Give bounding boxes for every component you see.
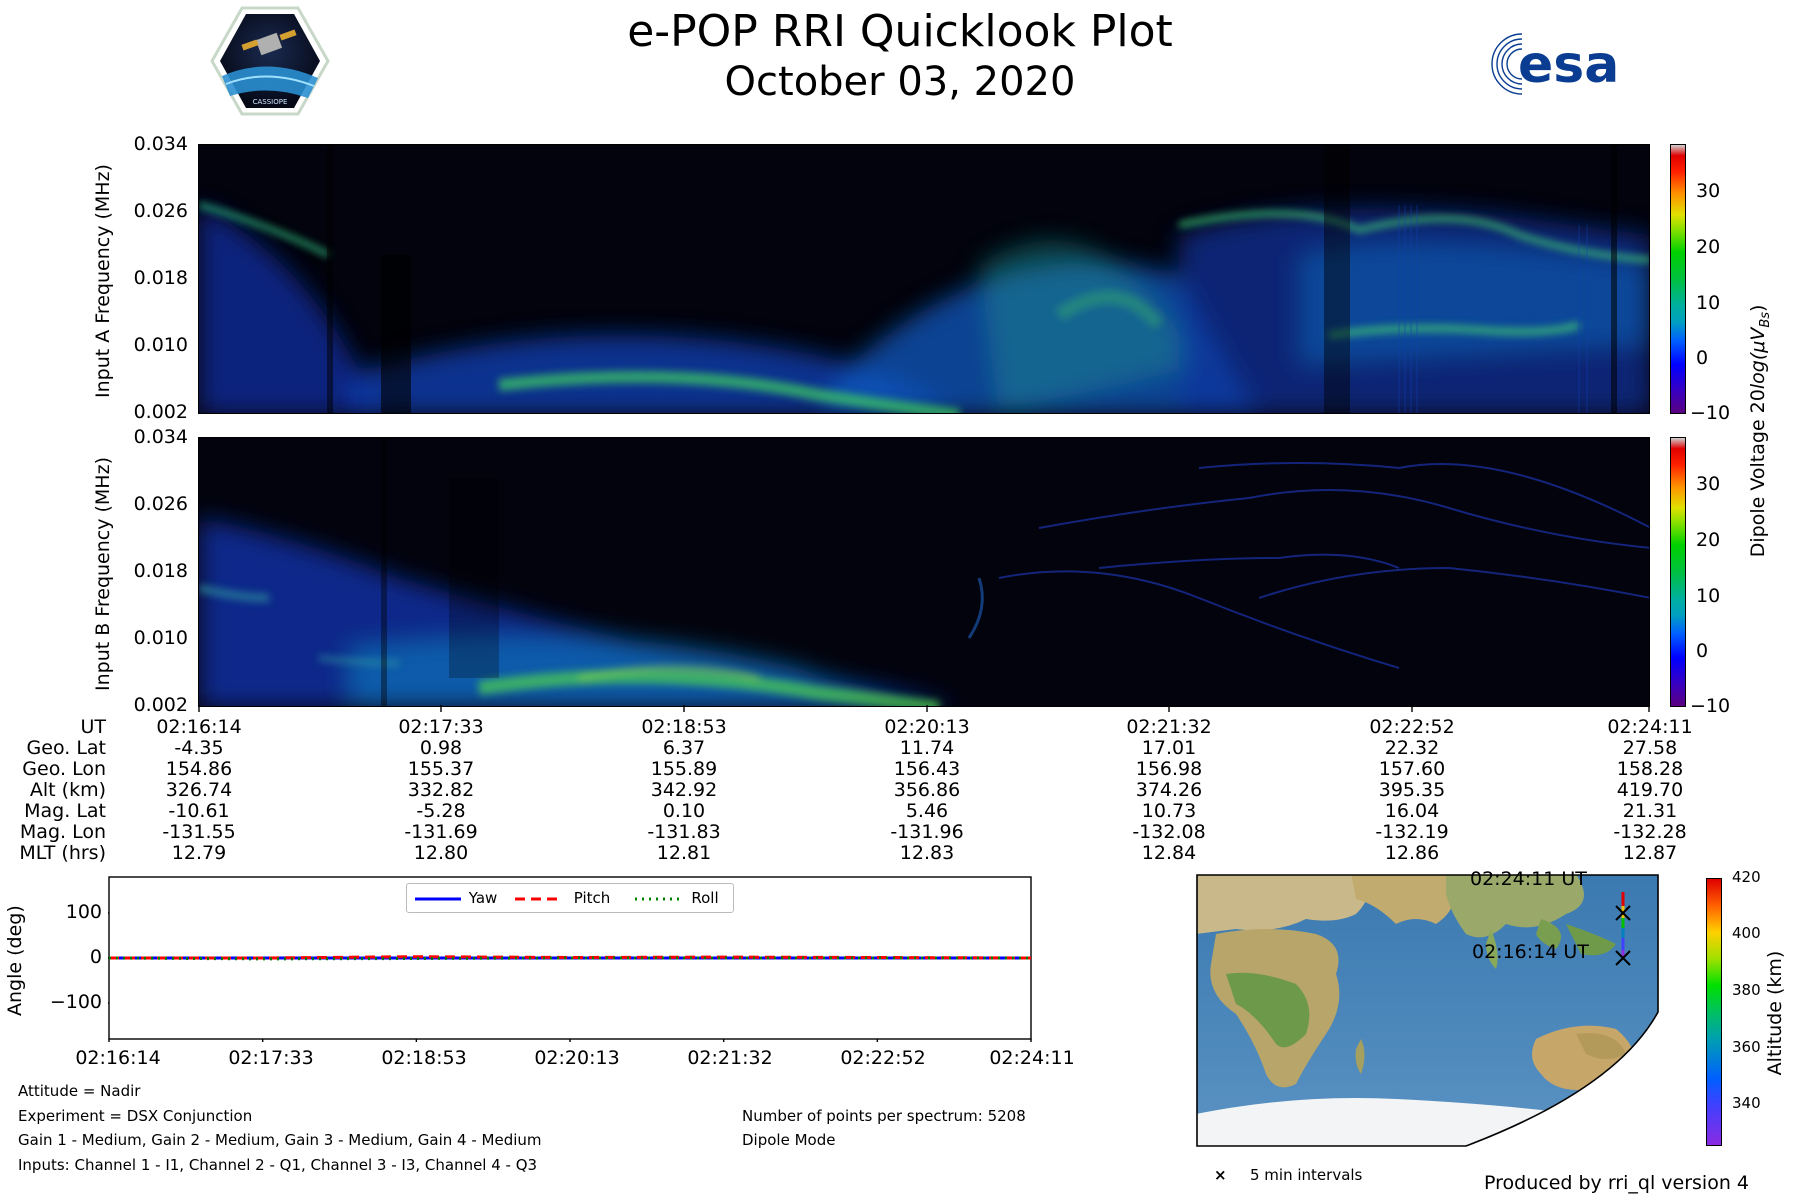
spectrogram-xticks [198,705,1650,712]
note-experiment: Experiment = DSX Conjunction [18,1107,253,1125]
ephemeris-row-labels: UT Geo. Lat Geo. Lon Alt (km) Mag. Lat M… [19,716,106,864]
attitude-series-pitch [109,955,1032,960]
attitude-chart [108,876,1032,1042]
produced-by: Produced by rri_ql version 4 [1484,1172,1749,1194]
note-attitude: Attitude = Nadir [18,1082,141,1100]
plot-title: e-POP RRI Quicklook Plot [627,6,1173,57]
altitude-colorbar-label: Altitude (km) [1764,950,1786,1076]
ephemeris-column: 02:18:53 6.37 155.89 342.92 0.10 -131.83 12.81 [641,716,727,864]
cassiope-logo-text: CASSIOPE [253,98,288,106]
attitude-ytick: 0 [89,946,102,968]
legend-pitch-swatch [515,897,561,901]
input-b-ytick: 0.002 [133,694,188,716]
attitude-xtick: 02:24:11 [989,1047,1075,1069]
colorbar-b-tick: 10 [1696,585,1721,607]
input-a-spectrogram [198,144,1650,414]
dipole-colorbar-b [1670,437,1686,707]
legend-yaw-swatch [415,897,461,901]
attitude-legend: Yaw Pitch Roll [406,883,734,913]
colorbar-b-tick: 20 [1696,529,1721,551]
ephemeris-column: 02:17:33 0.98 155.37 332.82 -5.28 -131.69 12.8… [398,716,484,864]
dipole-colorbar-label: Dipole Voltage 20log(μVBs) [1747,304,1773,558]
orbit-end-label: 02:24:11 UT [1470,868,1587,890]
note-points: Number of points per spectrum: 5208 [742,1107,1026,1125]
legend-roll-label: Roll [691,889,719,907]
colorbar-a-tick: 0 [1696,347,1709,369]
input-a-ytick: 0.026 [133,200,188,222]
input-b-ytick: 0.034 [133,426,188,448]
altitude-colorbar [1706,878,1722,1146]
ephemeris-column: 02:21:32 17.01 156.98 374.26 10.73 -132.08 12.… [1126,716,1212,864]
orbit-map [1196,874,1659,1147]
input-a-ytick: 0.010 [133,334,188,356]
ephemeris-column: 02:22:52 22.32 157.60 395.35 16.04 -132.19 12.… [1369,716,1455,864]
dipole-colorbar-a [1670,144,1686,414]
altitude-tick: 400 [1732,924,1761,942]
colorbar-b-tick: −10 [1690,695,1731,717]
legend-roll-swatch [635,897,681,901]
esa-logo-text: esa [1518,35,1619,95]
attitude-xtick: 02:17:33 [228,1047,314,1069]
orbit-markers [1615,905,1631,966]
colorbar-a-tick: −10 [1690,402,1731,424]
altitude-tick: 340 [1732,1094,1761,1112]
altitude-tick: 360 [1732,1038,1761,1056]
attitude-xtick: 02:22:52 [840,1047,926,1069]
colorbar-b-tick: 30 [1696,473,1721,495]
ephemeris-column: 02:24:11 27.58 158.28 419.70 21.31 -132.28 12.… [1607,716,1693,864]
map-legend-marker: × [1214,1166,1227,1184]
note-inputs: Inputs: Channel 1 - I1, Channel 2 - Q1, … [18,1156,538,1174]
input-b-ytick: 0.010 [133,627,188,649]
attitude-ytick: −100 [49,991,102,1013]
attitude-xtick: 02:21:32 [687,1047,773,1069]
input-a-ytick: 0.002 [133,401,188,423]
note-gains: Gain 1 - Medium, Gain 2 - Medium, Gain 3… [18,1131,542,1149]
ephemeris-table: UT Geo. Lat Geo. Lon Alt (km) Mag. Lat M… [0,717,1800,867]
cassiope-logo: CASSIOPE [210,6,330,116]
legend-pitch-label: Pitch [573,889,611,907]
input-b-ytick: 0.026 [133,493,188,515]
plot-date: October 03, 2020 [724,59,1076,105]
attitude-ytick: 100 [65,901,102,923]
attitude-xtick: 02:16:14 [75,1047,161,1069]
legend-yaw-label: Yaw [468,889,498,907]
attitude-xtick: 02:20:13 [534,1047,620,1069]
altitude-tick: 380 [1732,981,1761,999]
input-b-ytick: 0.018 [133,560,188,582]
colorbar-a-tick: 30 [1696,180,1721,202]
input-b-spectrogram [198,437,1650,707]
map-legend-label: 5 min intervals [1250,1166,1363,1184]
esa-logo: esa [1491,33,1619,95]
input-a-ytick: 0.018 [133,267,188,289]
orbit-start-label: 02:16:14 UT [1472,941,1589,963]
ephemeris-column: 02:20:13 11.74 156.43 356.86 5.46 -131.96 12.8… [884,716,970,864]
colorbar-b-tick: 0 [1696,640,1709,662]
note-mode: Dipole Mode [742,1131,836,1149]
input-a-ytick: 0.034 [133,133,188,155]
ephemeris-column: 02:16:14 -4.35 154.86 326.74 -10.61 -131.55 12… [156,716,242,864]
attitude-xtick: 02:18:53 [381,1047,467,1069]
colorbar-a-tick: 20 [1696,236,1721,258]
altitude-tick: 420 [1732,868,1761,886]
colorbar-a-tick: 10 [1696,292,1721,314]
